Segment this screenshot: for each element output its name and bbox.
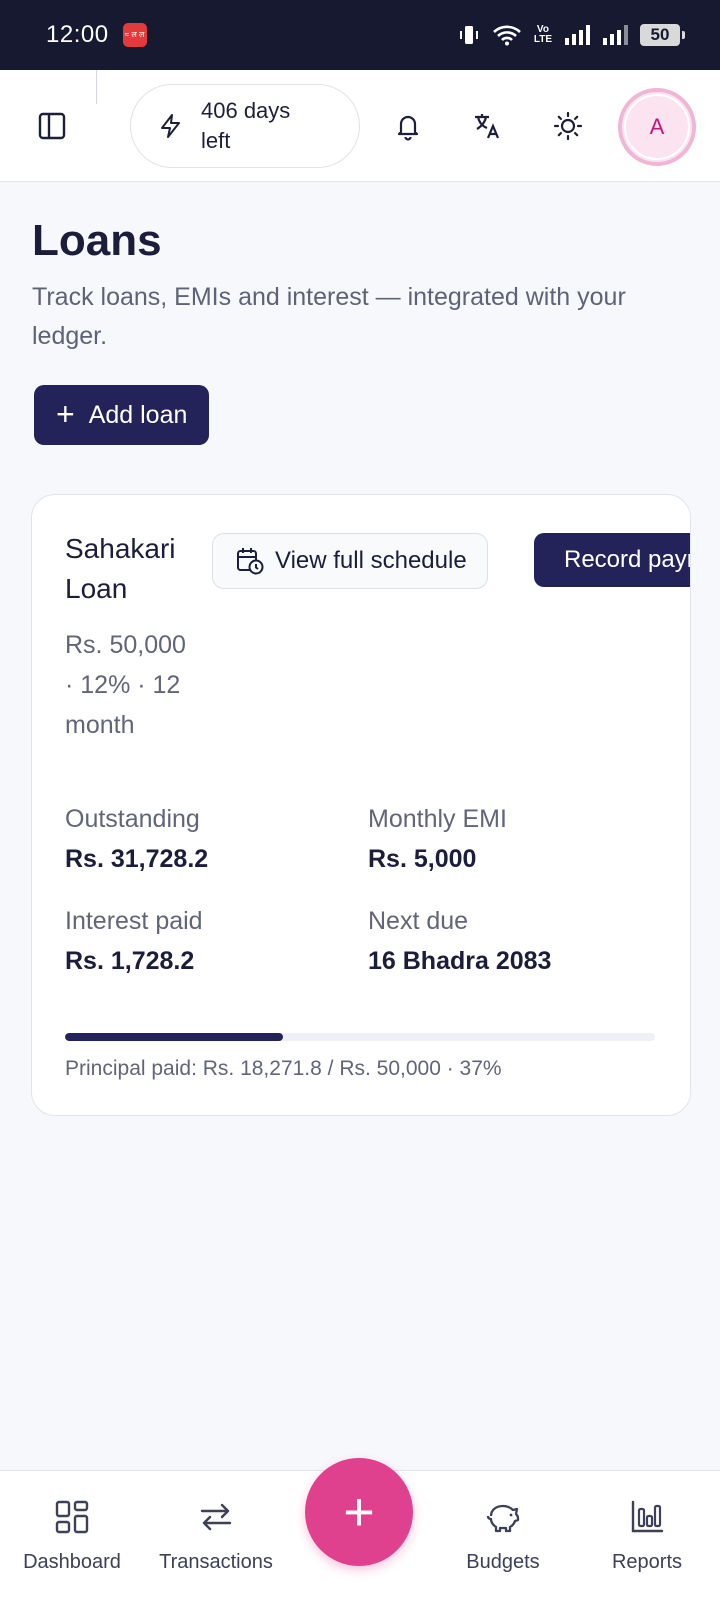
principal-progress-caption: Principal paid: Rs. 18,271.8 / Rs. 50,00…	[65, 1057, 502, 1080]
status-icons: Vo LTE 50	[458, 24, 685, 46]
notification-badge-icon: ≈ ल ल	[122, 23, 147, 47]
monthly-emi-value: Rs. 5,000	[368, 845, 477, 873]
sidebar-toggle-icon	[38, 112, 66, 140]
record-payment-label: Record payment	[564, 546, 690, 573]
bar-chart-icon	[631, 1500, 664, 1533]
signal-1-icon	[565, 25, 590, 45]
theme-toggle-button[interactable]	[544, 102, 592, 150]
principal-progress-fill	[65, 1033, 284, 1041]
sidebar-toggle-button[interactable]	[28, 102, 76, 150]
piggy-bank-icon	[486, 1504, 520, 1533]
volte-line-2: LTE	[533, 34, 552, 45]
next-due-label: Next due	[368, 907, 469, 935]
view-schedule-label: View full schedule	[275, 547, 467, 574]
record-payment-button[interactable]: Record payment	[534, 533, 690, 587]
add-loan-label: Add loan	[88, 400, 188, 429]
notifications-button[interactable]	[384, 102, 432, 150]
monthly-emi-label: Monthly EMI	[368, 805, 507, 833]
avatar[interactable]: A	[618, 88, 696, 166]
loan-card: Sahakari Loan Rs. 50,000 · 12% · 12 mont…	[31, 494, 691, 1116]
nav-dashboard-label: Dashboard	[23, 1551, 121, 1573]
nav-reports[interactable]: Reports	[604, 1499, 690, 1574]
nav-dashboard[interactable]: Dashboard	[20, 1499, 124, 1574]
principal-progress-bar	[65, 1033, 655, 1041]
arrows-left-right-icon	[200, 1503, 232, 1531]
nav-budgets[interactable]: Budgets	[458, 1499, 548, 1574]
fab-plus-icon: +	[343, 1482, 375, 1542]
status-bar: 12:00 ≈ ल ल Vo LTE 50	[0, 0, 720, 70]
plus-icon: +	[56, 395, 75, 432]
status-left: 12:00 ≈ ल ल	[46, 21, 147, 49]
add-transaction-fab[interactable]: +	[305, 1458, 413, 1566]
view-schedule-button[interactable]: View full schedule	[212, 533, 488, 589]
volte-line-1: Vo	[536, 24, 549, 35]
next-due-value: 16 Bhadra 2083	[368, 947, 552, 975]
nav-reports-label: Reports	[611, 1551, 683, 1573]
header-divider	[96, 70, 97, 104]
loan-meta: Rs. 50,000 · 12% · 12 month	[65, 631, 186, 739]
avatar-inner: A	[624, 94, 690, 160]
nav-transactions[interactable]: Transactions	[154, 1499, 278, 1574]
language-button[interactable]	[464, 102, 512, 150]
nav-transactions-label: Transactions	[159, 1551, 273, 1573]
app-header: 406 days left A	[0, 70, 720, 182]
interest-paid-label: Interest paid	[65, 907, 203, 935]
page-title: Loans	[32, 216, 162, 265]
loan-name: Sahakari Loan	[65, 533, 176, 604]
avatar-initial: A	[649, 114, 665, 139]
page-subtitle: Track loans, EMIs and interest — integra…	[32, 283, 626, 350]
battery-icon: 50	[640, 24, 685, 46]
lightning-icon	[161, 114, 180, 138]
outstanding-value: Rs. 31,728.2	[65, 845, 209, 873]
wifi-icon	[492, 25, 521, 46]
bell-icon	[397, 115, 419, 141]
translate-icon	[475, 114, 500, 139]
sun-icon	[553, 111, 583, 141]
days-left-pill[interactable]: 406 days left	[130, 84, 360, 168]
status-time: 12:00	[46, 21, 109, 48]
interest-paid-value: Rs. 1,728.2	[65, 947, 195, 975]
dashboard-icon	[55, 1500, 89, 1534]
signal-2-icon	[603, 25, 628, 45]
vibrate-icon	[459, 26, 478, 44]
nav-budgets-label: Budgets	[466, 1551, 540, 1573]
outstanding-label: Outstanding	[65, 805, 200, 833]
add-loan-button[interactable]: + Add loan	[34, 385, 210, 445]
calendar-clock-icon	[237, 548, 264, 575]
days-left-text: 406 days left	[201, 98, 291, 153]
volte-indicator: Vo LTE	[534, 25, 552, 45]
